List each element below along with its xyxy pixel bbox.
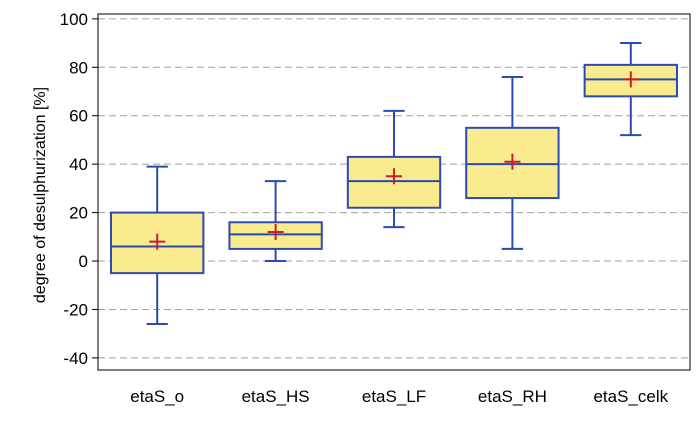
box-etaS_LF: [346, 109, 442, 229]
y-tick-label: 40: [69, 155, 88, 174]
x-category-label: etaS_HS: [242, 387, 310, 406]
y-tick-label: 20: [69, 204, 88, 223]
x-category-label: etaS_RH: [478, 387, 547, 406]
y-tick-label: -20: [63, 300, 88, 319]
boxes: [110, 42, 678, 325]
y-axis-title: degree of desulphurization [%]: [32, 87, 49, 303]
y-tick-label: 80: [69, 58, 88, 77]
y-tick-label: 100: [60, 10, 88, 29]
box-etaS_celk: [583, 42, 678, 137]
plot-frame: [97, 13, 691, 371]
axes: [92, 13, 691, 371]
box-etaS_o: [110, 165, 205, 325]
y-tick-label: 60: [69, 107, 88, 126]
x-category-label: etaS_o: [130, 387, 184, 406]
x-category-label: etaS_LF: [362, 387, 426, 406]
box-etaS_HS: [228, 180, 323, 263]
box-etaS_RH: [465, 75, 560, 250]
x-category-label: etaS_celk: [593, 387, 668, 406]
y-tick-label: -40: [63, 349, 88, 368]
tick-labels: -40 -20 0 20 40 60 80 100 etaS_o etaS_HS etaS_LF et…: [60, 10, 669, 406]
y-tick-label: 0: [79, 252, 88, 271]
